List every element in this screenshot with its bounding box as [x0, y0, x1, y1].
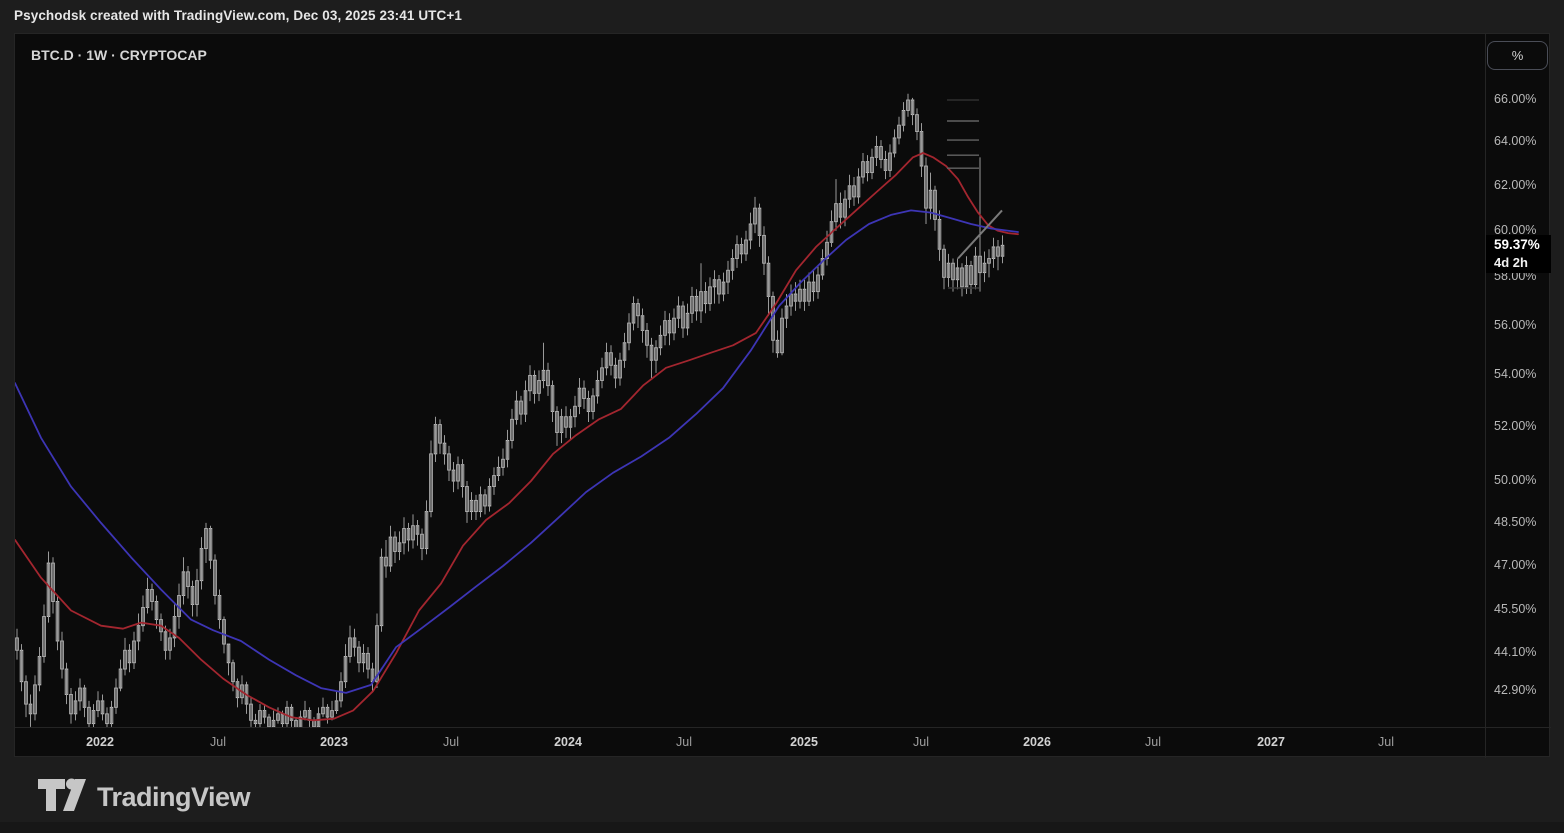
- axis-separator-vertical: [1485, 34, 1486, 758]
- time-scale-month-label: Jul: [676, 735, 692, 749]
- price-scale-label: 62.00%: [1494, 177, 1537, 192]
- price-scale-label: 50.00%: [1494, 473, 1537, 488]
- price-scale-label: 42.90%: [1494, 683, 1537, 698]
- time-scale-month-label: Jul: [443, 735, 459, 749]
- time-scale-year-label: 2027: [1257, 735, 1285, 749]
- time-scale-month-label: Jul: [210, 735, 226, 749]
- time-scale-month-label: Jul: [1145, 735, 1161, 749]
- time-scale-year-label: 2022: [86, 735, 114, 749]
- axis-separator-horizontal: [15, 727, 1551, 728]
- price-scale-label: 66.00%: [1494, 92, 1537, 106]
- price-scale-label: 45.50%: [1494, 602, 1537, 617]
- attribution-text: Psychodsk created with TradingView.com, …: [14, 8, 462, 23]
- time-scale-year-label: 2023: [320, 735, 348, 749]
- current-price-label: 59.37% 4d 2h: [1486, 235, 1551, 274]
- chart-canvas[interactable]: [15, 34, 1484, 727]
- candle-wicks: [16, 93, 1003, 727]
- bottom-band: [0, 822, 1564, 833]
- trendline-annotation[interactable]: [957, 209, 1003, 260]
- time-scale-year-label: 2026: [1023, 735, 1051, 749]
- price-scale-label: 47.00%: [1494, 557, 1537, 572]
- time-scale-month-label: Jul: [1378, 735, 1394, 749]
- fast-ma-line: [15, 152, 1019, 722]
- percent-scale-button[interactable]: %: [1487, 41, 1548, 70]
- price-scale-label: 56.00%: [1494, 317, 1537, 332]
- symbol-title: BTC.D · 1W · CRYPTOCAP: [31, 47, 207, 63]
- price-scale-label: 64.00%: [1494, 134, 1537, 149]
- price-scale-label: 44.10%: [1494, 645, 1537, 660]
- slow-ma-line: [15, 209, 1019, 694]
- current-price-value: 59.37%: [1494, 237, 1540, 253]
- time-scale-year-label: 2024: [554, 735, 582, 749]
- price-scale-label: 54.00%: [1494, 367, 1537, 382]
- tradingview-logo-text: TradingView: [97, 782, 251, 812]
- time-scale[interactable]: 2022 Jul 2023 Jul 2024 Jul 2025 Jul 2026 Jul 2027 J…: [15, 728, 1484, 758]
- tradingview-logo-icon: [38, 778, 86, 817]
- tradingview-logo[interactable]: TradingView: [38, 778, 251, 817]
- price-scale-label: 52.00%: [1494, 419, 1537, 434]
- price-scale-label: 60.00%: [1494, 222, 1537, 237]
- time-scale-month-label: Jul: [913, 735, 929, 749]
- time-scale-year-label: 2025: [790, 735, 818, 749]
- bar-countdown: 4d 2h: [1494, 255, 1528, 271]
- price-scale[interactable]: 66.00% 64.00% 62.00% 60.00% 58.00% 56.00% 54.0…: [1486, 34, 1551, 727]
- chart-panel: BTC.D · 1W · CRYPTOCAP 66.00% 64.00% 62.00…: [14, 33, 1551, 758]
- price-scale-label: 48.50%: [1494, 514, 1537, 529]
